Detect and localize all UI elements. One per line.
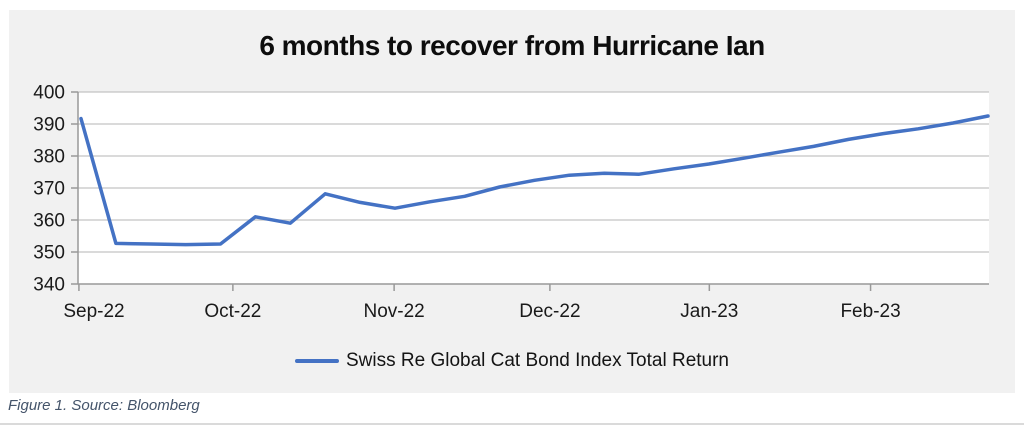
- chart-container: 6 months to recover from Hurricane Ian 3…: [9, 10, 1015, 393]
- figure-caption: Figure 1. Source: Bloomberg: [8, 397, 200, 414]
- bottom-divider: [0, 423, 1024, 425]
- x-axis-label: Dec-22: [519, 301, 580, 322]
- x-axis-label: Oct-22: [204, 301, 261, 322]
- x-axis-label: Sep-22: [63, 301, 124, 322]
- chart-legend: Swiss Re Global Cat Bond Index Total Ret…: [9, 350, 1015, 372]
- chart-title: 6 months to recover from Hurricane Ian: [259, 30, 765, 61]
- y-axis-label: 380: [33, 147, 65, 168]
- y-axis-label: 370: [33, 179, 65, 200]
- plot-area: 340 350 360 370 380 390 400 Sep-22 Oct-22 Nov-22 D…: [33, 83, 990, 322]
- x-axis-label: Jan-23: [680, 301, 738, 322]
- y-axis-label: 400: [33, 83, 65, 104]
- y-axis-label: 390: [33, 115, 65, 136]
- series-line: [79, 114, 990, 247]
- y-axis-label: 340: [33, 275, 65, 296]
- x-axis-label: Nov-22: [363, 301, 424, 322]
- y-axis-label: 350: [33, 243, 65, 264]
- legend-series-label: Swiss Re Global Cat Bond Index Total Ret…: [345, 350, 729, 371]
- legend-line-sample-icon: [294, 359, 339, 363]
- y-axis-label: 360: [33, 211, 65, 232]
- x-axis-label: Feb-23: [840, 301, 900, 322]
